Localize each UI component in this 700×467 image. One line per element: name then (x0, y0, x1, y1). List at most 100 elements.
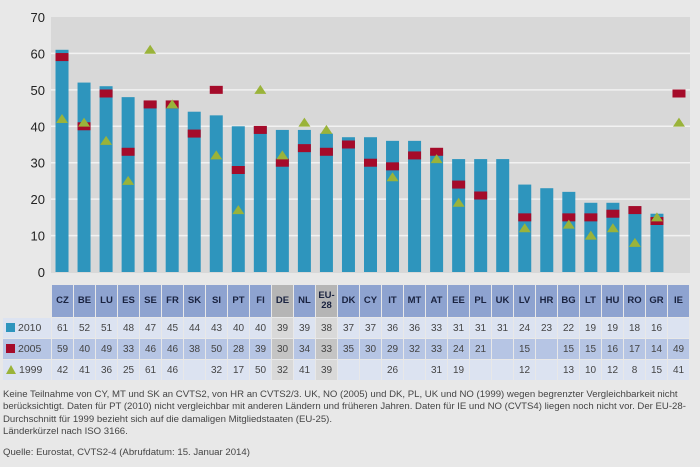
legend-2005: 2005 (3, 339, 51, 359)
column-header: DK (338, 285, 359, 317)
table-row-2005: 2005 59 40 49 33 46 46 38 50 28 39 30 34 33 35 30 29 32 33… (3, 339, 689, 359)
table-cell (184, 360, 205, 380)
legend-label: 1999 (19, 364, 43, 376)
marker-2005-SI (209, 85, 223, 94)
marker-1999-SI (210, 150, 223, 160)
table-cell: 49 (668, 339, 689, 359)
y-tick-label: 10 (31, 229, 45, 244)
column-header: BE (74, 285, 95, 317)
y-tick-label: 70 (31, 10, 45, 25)
marker-1999-LV (518, 223, 531, 233)
table-cell: 22 (558, 318, 579, 338)
bar-2010-FI (253, 126, 267, 273)
table-cell: 40 (228, 318, 249, 338)
table-cell: 32 (404, 339, 425, 359)
marker-2005-AT (430, 147, 444, 156)
column-header: IE (668, 285, 689, 317)
marker-1999-BG (562, 219, 575, 229)
marker-2005-CZ (55, 53, 69, 62)
table-cell: 46 (140, 339, 161, 359)
table-cell: 50 (206, 339, 227, 359)
table-cell: 32 (272, 360, 293, 380)
marker-2005-SE (143, 100, 157, 109)
column-header: PT (228, 285, 249, 317)
marker-1999-AT (430, 154, 443, 164)
marker-1999-NL (298, 117, 311, 127)
table-cell: 17 (228, 360, 249, 380)
column-header: HR (536, 285, 557, 317)
marker-1999-CZ (56, 114, 69, 123)
marker-2005-IE (672, 89, 686, 98)
marker-1999-HU (606, 223, 619, 233)
marker-2005-EU-28 (319, 147, 333, 156)
table-cell: 29 (382, 339, 403, 359)
footnote-iso: Länderkürzel nach ISO 3166. (3, 425, 128, 437)
table-cell: 38 (184, 339, 205, 359)
column-header: IT (382, 285, 403, 317)
markers-1999 (56, 44, 685, 247)
table-cell: 17 (624, 339, 645, 359)
column-header: GR (646, 285, 667, 317)
table-cell: 15 (514, 339, 535, 359)
marker-1999-GR (650, 212, 663, 222)
table-cell: 25 (118, 360, 139, 380)
table-cell: 12 (514, 360, 535, 380)
column-header: EE (448, 285, 469, 317)
table-cell: 14 (646, 339, 667, 359)
table-cell: 38 (316, 318, 337, 338)
table-row-2010: 2010 61 52 51 48 47 45 44 43 40 40 39 39 38 37 37 36 36 33… (3, 318, 689, 338)
bar-chart: 0 10 20 30 40 50 60 70 (31, 10, 690, 280)
bar-2010-CZ (55, 49, 69, 273)
bar-2010-SI (209, 115, 223, 272)
table-cell: 33 (426, 339, 447, 359)
table-cell: 40 (250, 318, 271, 338)
marker-2005-CY (364, 158, 377, 167)
table-cell: 24 (514, 318, 535, 338)
table-cell: 13 (558, 360, 579, 380)
marker-1999-FI (254, 84, 267, 94)
bar-2010-SK (187, 111, 201, 272)
legend-1999: 1999 (3, 360, 51, 380)
table-cell: 46 (162, 360, 183, 380)
marker-1999-IT (386, 172, 399, 182)
marker-2005-IT (386, 162, 400, 171)
marker-2005-ES (121, 147, 135, 156)
table-cell: 39 (316, 360, 337, 380)
table-cell (404, 360, 425, 380)
column-header: UK (492, 285, 513, 317)
square-icon-2005 (6, 344, 15, 353)
triangle-icon-1999 (6, 365, 16, 374)
footnote-text: Keine Teilnahme von CY, MT und SK an CVT… (3, 389, 686, 425)
bar-2010-LU (99, 86, 113, 272)
marker-2005-SK (187, 129, 201, 138)
marker-2005-NL (297, 144, 311, 153)
bar-2010-PL (474, 159, 488, 272)
table-cell: 34 (294, 339, 315, 359)
table-cell: 52 (74, 318, 95, 338)
y-tick-label: 40 (31, 119, 45, 134)
column-header: BG (558, 285, 579, 317)
table-cell: 16 (646, 318, 667, 338)
marker-2005-LT (584, 213, 598, 222)
table-cell: 39 (294, 318, 315, 338)
table-cell: 15 (580, 339, 601, 359)
column-header: RO (624, 285, 645, 317)
column-header: SE (140, 285, 161, 317)
bar-2010-CY (364, 137, 377, 272)
column-header: LV (514, 285, 535, 317)
column-header: FR (162, 285, 183, 317)
legend-label: 2005 (18, 343, 42, 355)
bar-2010-NL (297, 129, 311, 272)
table-cell: 32 (206, 360, 227, 380)
bar-2010-GR (650, 213, 664, 272)
table-cell: 26 (382, 360, 403, 380)
bar-2010-FR (165, 108, 179, 272)
square-icon-2010 (6, 323, 15, 332)
y-tick-label: 50 (31, 83, 45, 98)
table-cell: 31 (492, 318, 513, 338)
table-cell: 51 (96, 318, 117, 338)
marker-2005-MT (408, 151, 422, 160)
column-header: EU- 28 (316, 285, 337, 317)
marker-1999-EU-28 (320, 124, 333, 134)
table-cell: 41 (74, 360, 95, 380)
